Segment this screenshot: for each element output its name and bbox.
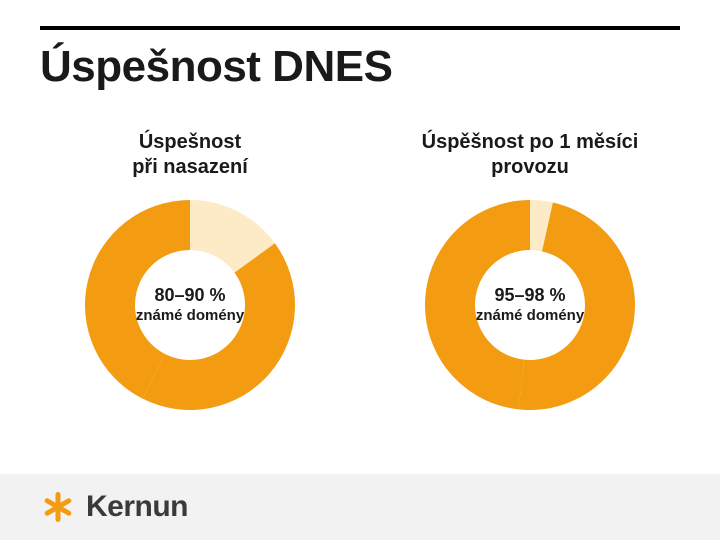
donut-right: 95–98 % známé domény — [425, 200, 635, 410]
top-divider — [40, 26, 680, 30]
brand-mark-svg — [40, 489, 76, 525]
slide-root: Úspešnost DNES Úspešnost při nasazení 80… — [0, 0, 720, 540]
donut-right-sub: známé domény — [476, 307, 584, 325]
chart-right-heading-line2: provozu — [491, 156, 569, 178]
donut-left: 80–90 % známé domény — [85, 200, 295, 410]
chart-left-heading-line1: Úspešnost — [139, 131, 241, 153]
donut-left-sub: známé domény — [136, 307, 244, 325]
brand-mark-icon — [40, 489, 76, 525]
charts-row: Úspešnost při nasazení 80–90 % známé dom… — [40, 130, 680, 440]
chart-right-heading: Úspěšnost po 1 měsíci provozu — [422, 130, 639, 182]
donut-right-center: 95–98 % známé domény — [476, 285, 584, 325]
brand-logo: Kernun — [40, 489, 188, 525]
chart-right: Úspěšnost po 1 měsíci provozu 95–98 % zn… — [380, 130, 680, 440]
chart-left-heading-line2: při nasazení — [132, 156, 248, 178]
page-title: Úspešnost DNES — [40, 42, 392, 92]
chart-left-heading: Úspešnost při nasazení — [132, 130, 248, 182]
chart-left: Úspešnost při nasazení 80–90 % známé dom… — [40, 130, 340, 440]
chart-right-heading-line1: Úspěšnost po 1 měsíci — [422, 131, 639, 153]
donut-left-center: 80–90 % známé domény — [136, 285, 244, 325]
footer-bar: Kernun — [0, 474, 720, 540]
donut-right-pct: 95–98 % — [476, 285, 584, 307]
donut-left-pct: 80–90 % — [136, 285, 244, 307]
brand-text: Kernun — [86, 490, 188, 524]
